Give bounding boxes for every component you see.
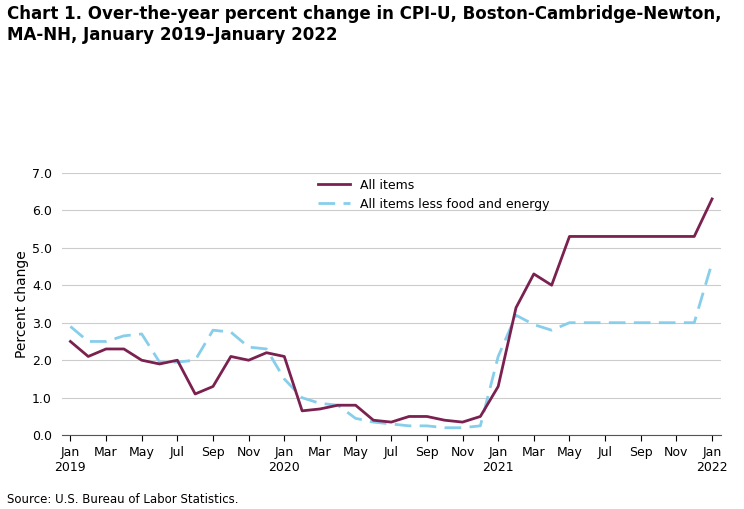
- All items less food and energy: [618, 320, 627, 326]
- Line: All items less food and energy: All items less food and energy: [71, 263, 712, 428]
- All items less food and energy: [137, 331, 146, 337]
- All items less food and energy: [315, 400, 324, 406]
- All items: [547, 282, 556, 288]
- All items: [315, 406, 324, 412]
- All items less food and energy: [351, 415, 360, 421]
- All items less food and energy: [690, 320, 699, 326]
- All items less food and energy: [440, 425, 449, 431]
- All items: [530, 271, 539, 277]
- All items less food and energy: [102, 338, 111, 345]
- All items: [458, 419, 467, 425]
- All items less food and energy: [708, 260, 716, 266]
- All items: [654, 234, 663, 240]
- All items: [600, 234, 609, 240]
- All items: [512, 305, 521, 311]
- All items: [173, 357, 182, 363]
- All items less food and energy: [84, 338, 93, 345]
- All items less food and energy: [600, 320, 609, 326]
- All items less food and energy: [636, 320, 645, 326]
- Line: All items: All items: [71, 199, 712, 422]
- All items: [155, 361, 164, 367]
- All items less food and energy: [280, 376, 289, 382]
- All items: [583, 234, 591, 240]
- All items: [84, 353, 93, 359]
- All items less food and energy: [476, 423, 485, 429]
- All items: [262, 350, 271, 356]
- All items less food and energy: [583, 320, 591, 326]
- All items less food and energy: [120, 333, 129, 339]
- All items less food and energy: [333, 402, 342, 408]
- All items less food and energy: [208, 327, 217, 333]
- All items less food and energy: [244, 344, 253, 350]
- All items: [226, 353, 235, 359]
- All items less food and energy: [405, 423, 414, 429]
- All items: [333, 402, 342, 408]
- All items: [387, 419, 396, 425]
- All items: [494, 383, 503, 389]
- All items less food and energy: [155, 359, 164, 365]
- All items less food and energy: [298, 394, 307, 401]
- All items less food and energy: [262, 346, 271, 352]
- All items less food and energy: [458, 425, 467, 431]
- All items: [618, 234, 627, 240]
- All items: [636, 234, 645, 240]
- Text: Chart 1. Over-the-year percent change in CPI-U, Boston-Cambridge-Newton,
MA-NH, : Chart 1. Over-the-year percent change in…: [7, 5, 722, 44]
- All items less food and energy: [66, 323, 75, 329]
- All items less food and energy: [547, 327, 556, 333]
- Y-axis label: Percent change: Percent change: [15, 250, 29, 358]
- All items less food and energy: [173, 359, 182, 365]
- All items: [565, 234, 574, 240]
- All items less food and energy: [387, 421, 396, 427]
- All items less food and energy: [530, 322, 539, 328]
- All items: [440, 417, 449, 423]
- All items: [423, 413, 432, 419]
- Legend: All items, All items less food and energy: All items, All items less food and energ…: [318, 179, 549, 211]
- All items less food and energy: [494, 353, 503, 359]
- All items less food and energy: [672, 320, 681, 326]
- All items: [708, 196, 716, 202]
- All items: [476, 413, 485, 419]
- All items less food and energy: [512, 312, 521, 318]
- All items less food and energy: [369, 419, 378, 425]
- All items: [102, 346, 111, 352]
- All items: [137, 357, 146, 363]
- All items: [190, 391, 199, 397]
- All items: [369, 417, 378, 423]
- All items less food and energy: [190, 357, 199, 363]
- All items less food and energy: [226, 329, 235, 335]
- All items: [351, 402, 360, 408]
- All items: [690, 234, 699, 240]
- All items: [672, 234, 681, 240]
- All items: [244, 357, 253, 363]
- All items: [405, 413, 414, 419]
- All items less food and energy: [565, 320, 574, 326]
- All items: [298, 408, 307, 414]
- All items: [120, 346, 129, 352]
- All items: [280, 353, 289, 359]
- All items less food and energy: [423, 423, 432, 429]
- All items: [208, 383, 217, 389]
- All items: [66, 338, 75, 345]
- Text: Source: U.S. Bureau of Labor Statistics.: Source: U.S. Bureau of Labor Statistics.: [7, 493, 239, 506]
- All items less food and energy: [654, 320, 663, 326]
